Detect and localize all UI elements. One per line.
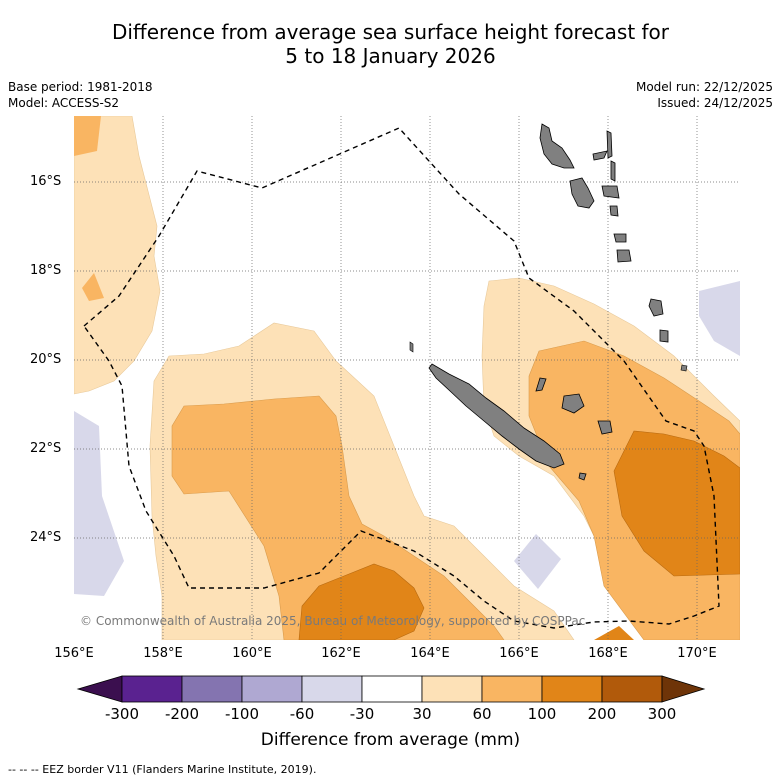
- map-panel: [74, 116, 740, 640]
- lat-label-16s: 16°S: [30, 174, 62, 189]
- colorbar-tick-neg60: -60: [289, 705, 315, 723]
- eez-border: [83, 127, 720, 629]
- anomaly-band-60-100-south: [171, 395, 505, 640]
- colorbar-bin-200-300: [601, 675, 663, 703]
- lon-label-168e: 168°E: [588, 646, 628, 661]
- lon-label-164e: 164°E: [410, 646, 450, 661]
- landmass-isle-of-pines: [578, 472, 587, 481]
- landmass-vanuatu-efate: [613, 233, 627, 243]
- lat-label-22s: 22°S: [30, 441, 62, 456]
- lat-label-20s: 20°S: [30, 352, 62, 367]
- eez-border-note: -- -- -- EEZ border V11 (Flanders Marine…: [8, 763, 317, 776]
- lon-label-158e: 158°E: [143, 646, 183, 661]
- colorbar-label: Difference from average (mm): [260, 730, 521, 750]
- anomaly-band-60-100-west-small: [82, 273, 104, 301]
- landmass-vanuatu-aneityum: [659, 329, 669, 343]
- colorbar-bin-neg200-neg100: [181, 675, 243, 703]
- base-period: Base period: 1981-2018: [8, 80, 153, 94]
- title-line-1: Difference from average sea surface heig…: [111, 20, 670, 44]
- anomaly-band-neg30-neg60-east: [699, 281, 740, 356]
- colorbar-tick-neg100: -100: [224, 705, 260, 723]
- landmass-vanuatu-erromango: [616, 249, 632, 263]
- colorbar-tick-neg200: -200: [164, 705, 200, 723]
- colorbar-tick-30: 30: [412, 705, 432, 723]
- landmass-vanuatu-pentecost: [610, 160, 616, 182]
- colorbar-extend-high: [661, 675, 706, 703]
- anomaly-band-100-200-south: [298, 563, 425, 640]
- title-line-2: 5 to 18 January 2026: [285, 44, 496, 68]
- colorbar-tick-100: 100: [527, 705, 557, 723]
- colorbar-bin-30-60: [421, 675, 483, 703]
- colorbar-bin-100-200: [541, 675, 603, 703]
- page-title: Difference from average sea surface heig…: [0, 20, 781, 68]
- landmass-vanuatu-malekula: [569, 177, 595, 209]
- landmass-belep: [409, 341, 414, 353]
- landmass-vanuatu-maewo: [606, 130, 613, 159]
- landmass-vanuatu-ambae: [592, 150, 608, 161]
- lat-label-24s: 24°S: [30, 530, 62, 545]
- landmass-vanuatu-matthew: [680, 364, 688, 372]
- lon-label-166e: 166°E: [499, 646, 539, 661]
- colorbar-bin-neg30-30: [361, 675, 423, 703]
- meta-right: Model run: 22/12/2025 Issued: 24/12/2025: [636, 79, 773, 111]
- meta-left: Base period: 1981-2018 Model: ACCESS-S2: [8, 79, 153, 111]
- copyright-notice: © Commonwealth of Australia 2025, Bureau…: [80, 614, 586, 628]
- lon-label-156e: 156°E: [54, 646, 94, 661]
- lon-label-170e: 170°E: [677, 646, 717, 661]
- anomaly-band-neg30-neg60-west: [74, 411, 124, 596]
- landmass-vanuatu-tanna: [648, 298, 664, 317]
- colorbar-tick-neg30: -30: [349, 705, 375, 723]
- anomaly-band-100-200-east: [613, 430, 740, 577]
- landmass-loyalty-mare: [597, 420, 613, 435]
- landmass-loyalty-ouvea: [535, 377, 547, 392]
- colorbar-tick-60: 60: [472, 705, 492, 723]
- model-run: Model run: 22/12/2025: [635, 80, 773, 94]
- colorbar-tick-300: 300: [647, 705, 677, 723]
- anomaly-band-30-60-west: [74, 116, 161, 395]
- issued-date: Issued: 24/12/2025: [657, 96, 773, 110]
- colorbar-tick-200: 200: [587, 705, 617, 723]
- colorbar-bin-neg60-neg30: [301, 675, 363, 703]
- landmass-vanuatu-epi: [609, 205, 619, 217]
- colorbar-bin-neg300-neg200: [121, 675, 183, 703]
- colorbar-tick-neg300: -300: [104, 705, 140, 723]
- gridlines: [74, 116, 740, 640]
- anomaly-band-100-200-south-east: [594, 626, 634, 640]
- colorbar-bin-neg100-neg60: [241, 675, 303, 703]
- lon-label-160e: 160°E: [232, 646, 272, 661]
- colorbar-bin-60-100: [481, 675, 543, 703]
- lat-label-18s: 18°S: [30, 263, 62, 278]
- landmass-loyalty-lifou: [561, 393, 585, 414]
- colorbar-extend-low: [76, 675, 123, 703]
- anomaly-band-60-100-west-patch: [74, 116, 101, 156]
- landmass-vanuatu-espiritu-santo: [539, 123, 575, 169]
- colorbar: [76, 675, 706, 703]
- landmass-new-caledonia: [428, 363, 565, 469]
- anomaly-band-neg30-neg60-central: [514, 534, 561, 589]
- landmass-vanuatu-ambrym: [601, 185, 620, 199]
- lon-label-162e: 162°E: [321, 646, 361, 661]
- model-name: Model: ACCESS-S2: [8, 96, 120, 110]
